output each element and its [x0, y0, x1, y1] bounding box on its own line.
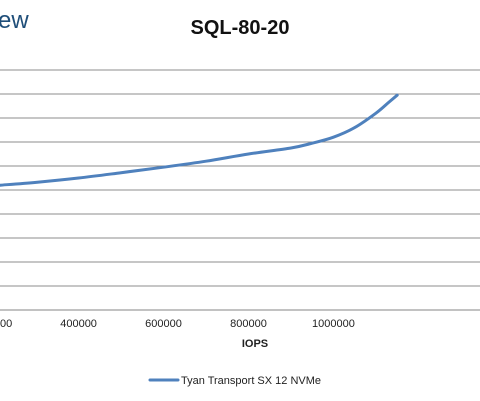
gridlines — [0, 69, 480, 311]
x-tick-label: 600000 — [145, 318, 182, 330]
watermark-text: ew — [0, 7, 29, 34]
x-tick-label: 800000 — [230, 318, 267, 330]
chart-title: SQL-80-20 — [191, 17, 290, 39]
x-tick-label: 400000 — [60, 318, 97, 330]
legend-label: Tyan Transport SX 12 NVMe — [181, 375, 321, 387]
series-line-0 — [0, 93, 399, 187]
x-axis-title: IOPS — [242, 338, 268, 350]
x-tick-label: 1000000 — [312, 318, 355, 330]
x-tick-label-partial: 00 — [0, 318, 12, 330]
legend: Tyan Transport SX 12 NVMe — [148, 375, 321, 387]
series-layer — [0, 93, 399, 187]
x-axis: 00 400000 600000 800000 1000000 — [0, 318, 355, 330]
